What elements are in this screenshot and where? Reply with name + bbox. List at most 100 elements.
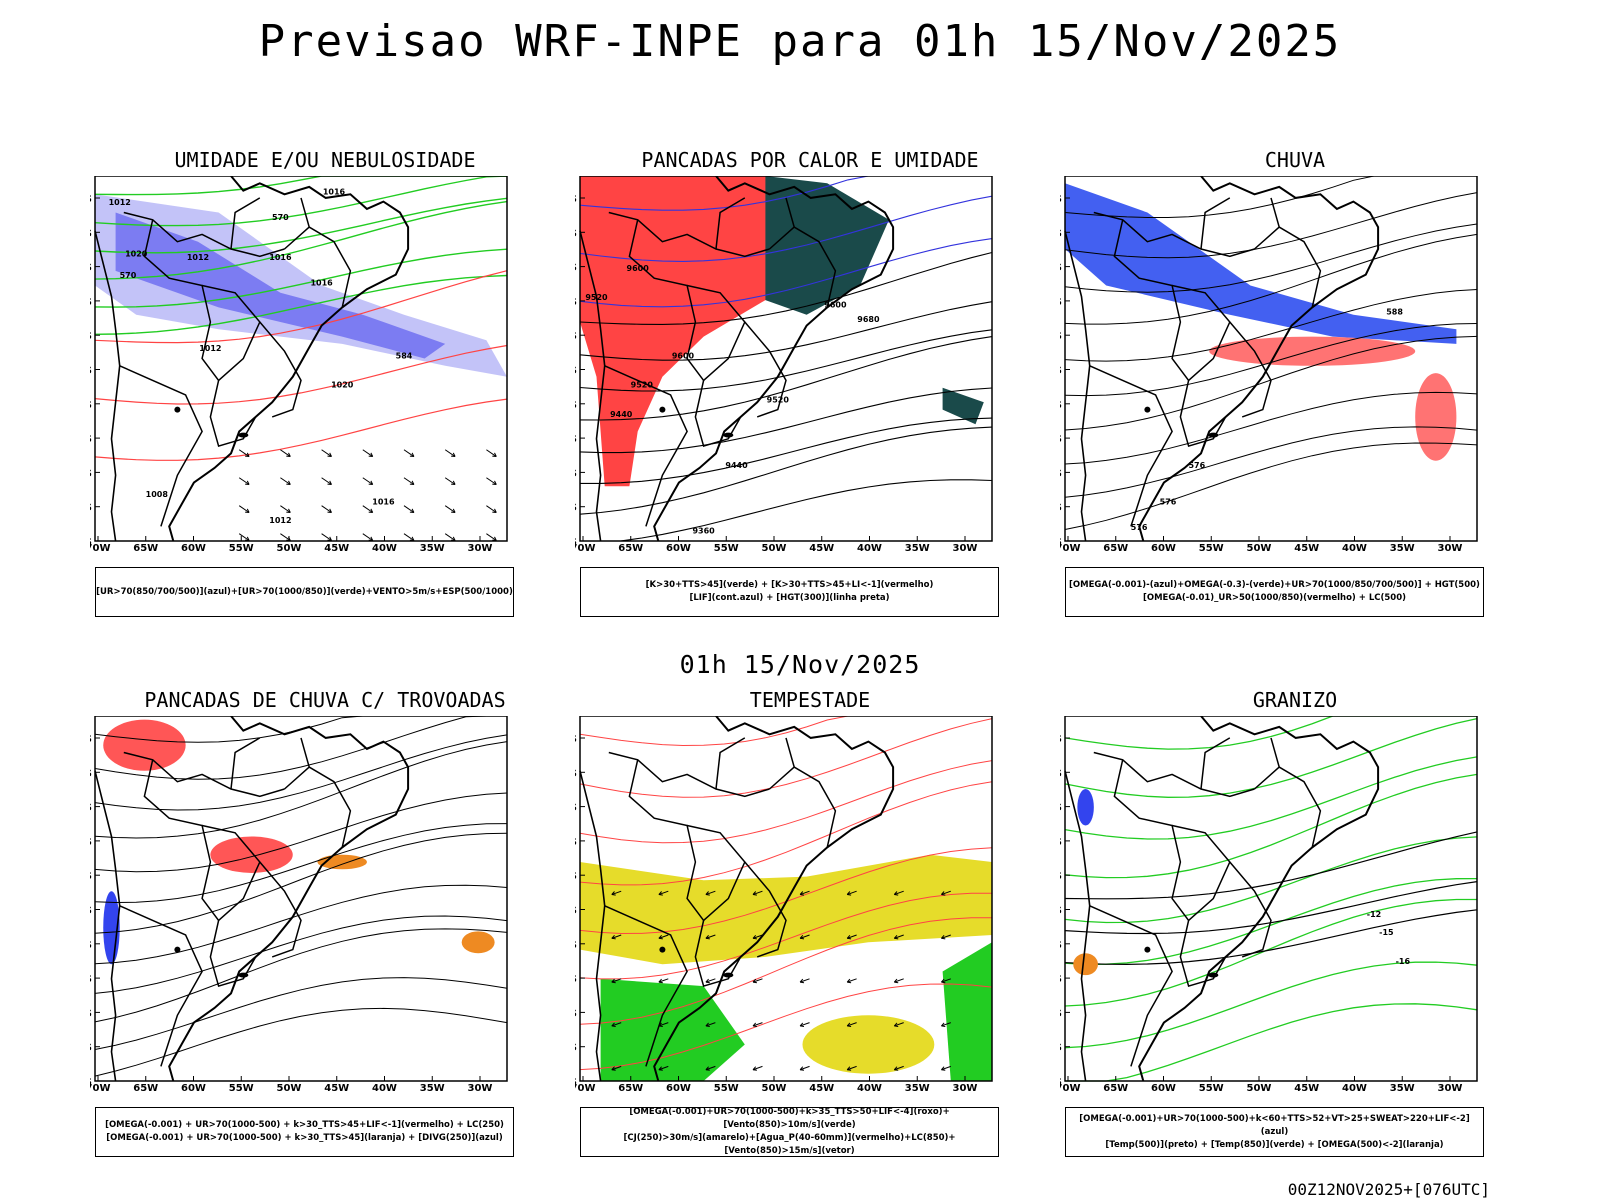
contour-label: 1012 [187, 253, 209, 262]
basemap [94, 176, 410, 542]
plot-frame [94, 716, 508, 1082]
streamline-250 [94, 928, 508, 1023]
thickness-red [94, 270, 508, 344]
lon-tick-label: 60W [181, 543, 206, 554]
storm-orange [461, 931, 495, 954]
lat-tick-label: 30S [575, 400, 577, 411]
wind-vector [611, 978, 622, 983]
lat-tick-label: 39S [1060, 1043, 1062, 1054]
lat-tick-label: 15S [1060, 228, 1062, 239]
lon-tick-label: 45W [324, 543, 349, 554]
wind850-green-east [942, 942, 992, 1081]
wind-vector [894, 978, 904, 983]
wind-vector [321, 505, 332, 513]
lon-tick-label: 55W [229, 543, 254, 554]
country-border [1229, 321, 1272, 418]
panel-legend: [UR>70(850/700/500)](azul)+[UR>70(1000/8… [95, 567, 514, 617]
plot-frame [1064, 176, 1478, 542]
lake [1144, 406, 1151, 413]
country-border [1200, 737, 1231, 790]
lat-tick-label: 36S [1060, 468, 1062, 479]
contour-label: 1012 [109, 198, 131, 207]
wind-vector [799, 934, 810, 939]
wind-vector [280, 477, 291, 485]
lon-tick-label: 55W [229, 1083, 254, 1094]
lat-tick-label: 36S [1060, 1008, 1062, 1019]
country-border [300, 737, 310, 768]
lat-tick-label: 39S [1060, 503, 1062, 514]
basemap [579, 716, 895, 1082]
forecast-date: 01h 15/Nov/2025 [679, 650, 921, 679]
map-trovoadas: 12S 15S 18S 21S 24S 27S 30S 33S 36S 39S 42S70W 65W 6… [90, 716, 508, 1094]
lon-tick-label: 55W [1199, 543, 1224, 554]
rh-contour-green [94, 176, 507, 196]
contour-label: 570 [120, 271, 137, 280]
temp850-contour [1064, 716, 1477, 750]
lon-tick-label: 35W [420, 543, 445, 554]
rh-contour-green [94, 197, 508, 254]
country-border [604, 905, 688, 1067]
wind-vector [705, 1022, 716, 1027]
country-border [230, 737, 261, 790]
map-pancadas-calor: 9600952096009600952094409520944093609680… [575, 176, 993, 554]
wind-vector [705, 890, 716, 896]
plot-frame [94, 176, 508, 542]
hgt300-contour [579, 301, 993, 361]
fields [94, 716, 508, 1077]
wind-vector [658, 934, 669, 939]
lon-tick-label: 30W [1438, 543, 1463, 554]
wind-vector [611, 934, 622, 939]
lon-tick-label: 70W [90, 1083, 110, 1094]
wind-vector [705, 1065, 716, 1071]
wind-vector [941, 890, 951, 896]
legend-line: [K>30+TTS>45](verde) + [K>30+TTS>45+LI<-… [645, 580, 934, 590]
wind-vector-head [286, 508, 291, 513]
basemap [1064, 176, 1380, 542]
contour-label: 1016 [310, 279, 333, 288]
wind-vector-head [752, 978, 757, 984]
lagoon [1208, 432, 1219, 438]
lat-tick-label: 30S [1060, 400, 1062, 411]
lon-tick-label: 65W [1103, 543, 1128, 554]
lat-tick-label: 27S [575, 366, 577, 377]
streamline-250 [94, 741, 508, 839]
lon-tick-label: 30W [468, 543, 493, 554]
coastline [653, 716, 895, 1082]
plot-frame [579, 176, 993, 542]
lat-tick-label: 15S [575, 228, 577, 239]
wind-vector-head [846, 891, 852, 896]
country-border [143, 759, 220, 921]
wind-vector [705, 934, 716, 939]
hgt300-contour [579, 251, 993, 325]
wind-vector [658, 1065, 669, 1071]
contour-label: 1020 [125, 249, 148, 258]
panel-title: GRANIZO [1252, 688, 1338, 712]
panel-title: CHUVA [1264, 148, 1326, 172]
omega-orange [1073, 953, 1098, 976]
lat-tick-label: 30S [90, 940, 92, 951]
lat-tick-label: 39S [575, 1043, 577, 1054]
wind-vector [941, 1022, 951, 1027]
lon-tick-label: 60W [666, 1083, 691, 1094]
legend-line: [LIF](cont.azul) + [HGT(300)](linha pret… [689, 593, 890, 603]
panel-umidade: UMIDADE E/OU NEBULOSIDADE 1012 1020 1016 10… [90, 148, 560, 617]
wind-vector [238, 449, 250, 457]
wind-vector-head [409, 480, 415, 485]
wind-vector-head [245, 452, 250, 457]
temp850-contour [1064, 773, 1478, 879]
country-border [284, 226, 352, 308]
streamline [1064, 233, 1478, 325]
temp850-contour [1065, 1003, 1478, 1082]
wind-vector-head [492, 452, 497, 457]
legend-line: [OMEGA(-0.001)+UR>70(1000-500)+k<60+TTS>… [1079, 1113, 1470, 1137]
lat-tick-label: 42S [575, 537, 577, 548]
panel-tempestade: TEMPESTADE 12S 15S 18S 21S 24S 27S 30S 33S 36S 39… [575, 688, 1045, 1157]
wind-vector [611, 890, 622, 896]
country-border [201, 824, 261, 921]
hgt300-contour [579, 336, 993, 421]
streamline-250 [94, 823, 508, 904]
country-border [230, 197, 261, 250]
wind-vector-head [846, 934, 852, 940]
lon-tick-label: 40W [1342, 1083, 1367, 1094]
jet-yellow-south [802, 1015, 935, 1074]
